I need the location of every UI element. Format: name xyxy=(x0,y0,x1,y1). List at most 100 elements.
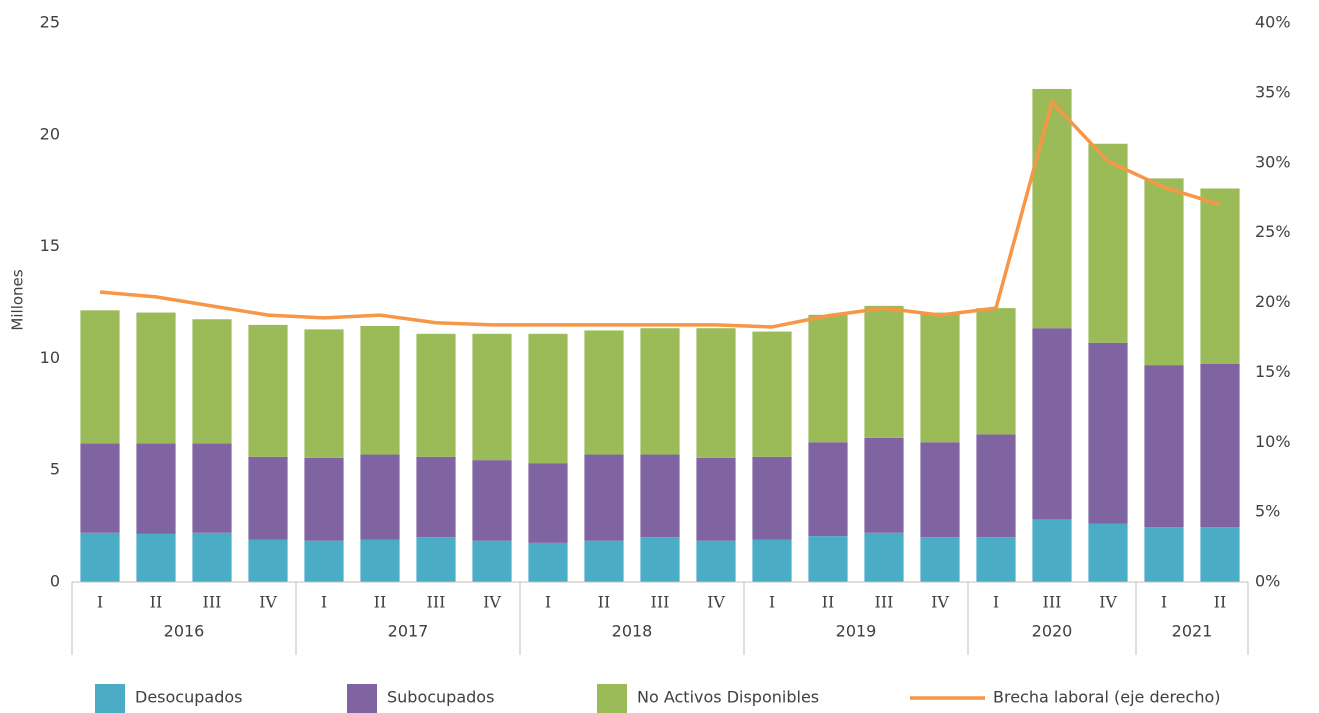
legend-label: Desocupados xyxy=(135,688,242,707)
group-label: 2021 xyxy=(1172,622,1213,641)
y-tick-label: 5 xyxy=(50,460,60,479)
bar-segment xyxy=(752,456,792,540)
x-tick-label: III xyxy=(203,593,222,612)
bar-segment xyxy=(640,328,680,455)
group-label: 2018 xyxy=(612,622,653,641)
bar-segment xyxy=(360,454,400,540)
bar-segment xyxy=(80,443,120,533)
legend-swatch xyxy=(95,684,125,713)
bar-segment xyxy=(192,532,232,582)
bar-segment xyxy=(1144,178,1184,366)
x-tick-label: III xyxy=(1043,593,1062,612)
bar-segment xyxy=(192,319,232,444)
bar-segment xyxy=(1200,363,1240,528)
bar-segment xyxy=(472,333,512,461)
x-tick-label: II xyxy=(374,593,387,612)
bar-segment xyxy=(584,540,624,582)
bar-segment xyxy=(808,442,848,537)
bar-segment xyxy=(976,308,1016,435)
x-tick-label: IV xyxy=(259,593,277,612)
bar-segment xyxy=(416,537,456,582)
y2-tick-label: 35% xyxy=(1255,82,1291,101)
bar-segment xyxy=(584,330,624,455)
bar-segment xyxy=(528,463,568,543)
y2-tick-label: 15% xyxy=(1255,362,1291,381)
x-tick-label: IV xyxy=(707,593,725,612)
bar-segment xyxy=(864,305,904,438)
bar-segment xyxy=(528,542,568,582)
legend-label: Brecha laboral (eje derecho) xyxy=(993,688,1220,707)
bar-segment xyxy=(416,456,456,538)
x-tick-label: I xyxy=(1161,593,1167,612)
bar-segment xyxy=(248,456,288,540)
x-tick-label: I xyxy=(993,593,999,612)
bar-segment xyxy=(136,533,176,582)
y2-tick-label: 40% xyxy=(1255,13,1291,32)
y2-tick-label: 30% xyxy=(1255,152,1291,171)
x-tick-label: II xyxy=(822,593,835,612)
x-tick-label: II xyxy=(1214,593,1227,612)
bar-segment xyxy=(864,532,904,582)
bar-segment xyxy=(304,329,344,458)
bar-segment xyxy=(640,454,680,538)
bar-segment xyxy=(472,540,512,582)
bar-segment xyxy=(80,532,120,582)
bar-segment xyxy=(696,540,736,582)
line-series xyxy=(99,100,1221,329)
x-tick-label: III xyxy=(427,593,446,612)
bar-segment xyxy=(1200,527,1240,582)
bar-segment xyxy=(360,539,400,582)
y2-tick-label: 25% xyxy=(1255,222,1291,241)
x-tick-label: I xyxy=(97,593,103,612)
bar-segment xyxy=(920,537,960,582)
bar-segment xyxy=(1088,523,1128,582)
bar-segment xyxy=(696,328,736,458)
bar-segment xyxy=(920,442,960,538)
bar-segment xyxy=(1200,188,1240,364)
x-tick-label: II xyxy=(150,593,163,612)
bar-segment xyxy=(808,536,848,582)
group-label: 2019 xyxy=(836,622,877,641)
x-tick-label: IV xyxy=(1099,593,1117,612)
bar-segment xyxy=(584,454,624,541)
bar-segment xyxy=(976,537,1016,582)
bar-segment xyxy=(1088,143,1128,343)
x-tick-label: IV xyxy=(483,593,501,612)
bar-segment xyxy=(1032,328,1072,520)
legend-label: No Activos Disponibles xyxy=(637,688,819,707)
y-tick-label: 10 xyxy=(40,348,60,367)
x-tick-label: IV xyxy=(931,593,949,612)
bar-segment xyxy=(80,310,120,444)
bar-segment xyxy=(136,443,176,534)
group-label: 2020 xyxy=(1032,622,1073,641)
x-tick-label: III xyxy=(651,593,670,612)
bar-segment xyxy=(920,312,960,443)
bar-segment xyxy=(1032,88,1072,329)
group-label: 2016 xyxy=(164,622,205,641)
bar-segment xyxy=(640,537,680,582)
y2-tick-label: 0% xyxy=(1255,572,1280,591)
y-tick-label: 20 xyxy=(40,124,60,143)
bar-segment xyxy=(864,437,904,533)
x-tick-label: I xyxy=(545,593,551,612)
bar-segment xyxy=(1144,527,1184,582)
bar-segment xyxy=(136,312,176,444)
legend-swatch xyxy=(597,684,627,713)
bar-segment xyxy=(192,443,232,533)
bar-segment xyxy=(248,539,288,582)
y2-tick-label: 20% xyxy=(1255,292,1291,311)
y2-tick-label: 10% xyxy=(1255,432,1291,451)
bar-segment xyxy=(1088,342,1128,524)
y-tick-label: 0 xyxy=(50,572,60,591)
bar-segment xyxy=(976,434,1016,538)
bar-segment xyxy=(248,324,288,457)
x-tick-label: III xyxy=(875,593,894,612)
bar-segment xyxy=(304,540,344,582)
y-tick-label: 15 xyxy=(40,236,60,255)
bar-segment xyxy=(304,457,344,541)
bar-segment xyxy=(1032,519,1072,582)
bar-segment xyxy=(472,460,512,541)
bar-segment xyxy=(752,331,792,457)
x-tick-label: I xyxy=(321,593,327,612)
